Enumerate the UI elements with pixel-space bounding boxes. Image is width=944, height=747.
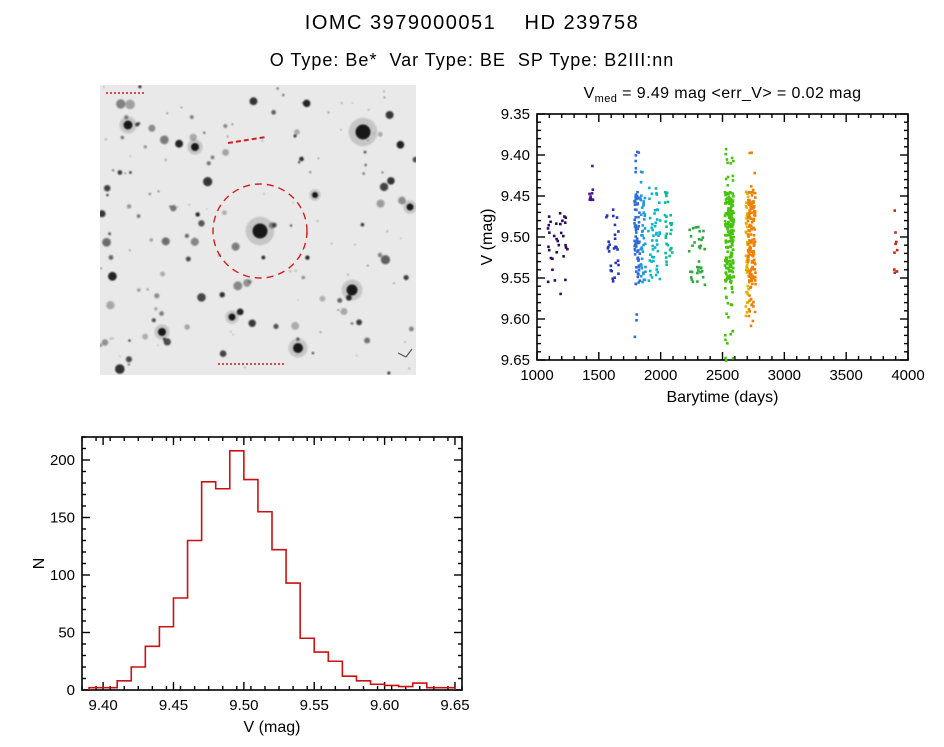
x-tick-label: 1000 [520, 367, 553, 384]
y-tick-label: 9.65 [501, 352, 530, 369]
plot-frame [81, 436, 463, 691]
y-tick-label: 9.55 [501, 270, 530, 287]
x-axis-label: Barytime (days) [666, 389, 778, 406]
artifact-streak-marker [227, 136, 267, 144]
x-tick-label: 3000 [768, 367, 801, 384]
figure-subtitle: O Type: Be* Var Type: BE SP Type: B2III:… [269, 50, 675, 70]
x-tick-label: 2000 [644, 367, 677, 384]
lightcurve-title-subscript: med [594, 93, 618, 106]
star-field-stars [100, 85, 416, 375]
x-tick-label: 9.65 [440, 697, 469, 714]
lightcurve-title-symbol: V [583, 85, 595, 102]
lightcurve-points [546, 147, 899, 362]
x-tick-label: 2500 [706, 367, 739, 384]
y-tick-label: 0 [67, 682, 75, 699]
x-tick-label: 4000 [891, 367, 924, 384]
y-tick-label: 200 [50, 452, 75, 469]
y-tick-label: 50 [58, 625, 75, 642]
y-tick-label: 9.40 [501, 147, 530, 164]
y-tick-label: 9.45 [501, 188, 530, 205]
histogram-outline [88, 450, 456, 690]
y-tick-label: 150 [50, 510, 75, 527]
lightcurve-plot: 1000 1500 2000 2500 3000 3500 4000 9.35 9.40 9.45… [480, 106, 925, 406]
y-axis-label: N [31, 558, 48, 570]
histogram-panel: 9.40 9.45 9.50 9.55 9.60 9.65 0 50 100 150 200 V (m… [28, 428, 480, 743]
star-field-image [100, 85, 416, 375]
y-tick-label: 100 [50, 567, 75, 584]
compass-mark [397, 348, 413, 358]
lightcurve-title: Vmed = 9.49 mag <err_V> = 0.02 mag [520, 85, 925, 105]
histogram-plot: 9.40 9.45 9.50 9.55 9.60 9.65 0 50 100 150 200 V (m… [31, 436, 470, 736]
y-tick-label: 9.60 [501, 311, 530, 328]
finder-annotations [106, 92, 308, 365]
y-tick-label: 9.50 [501, 229, 530, 246]
plot-frame [536, 113, 909, 361]
y-axis-label: V (mag) [480, 209, 496, 266]
x-tick-label: 9.55 [300, 697, 329, 714]
target-marker-circle [212, 183, 308, 279]
x-tick-label: 9.40 [89, 697, 118, 714]
lightcurve-title-values: = 9.49 mag <err_V> = 0.02 mag [617, 85, 862, 102]
lightcurve-panel: Vmed = 9.49 mag <err_V> = 0.02 mag 1000 1… [480, 85, 942, 415]
x-tick-label: 9.50 [229, 697, 258, 714]
y-tick-label: 9.35 [501, 106, 530, 123]
finder-chart-panel [100, 85, 416, 375]
x-tick-label: 9.45 [159, 697, 188, 714]
x-tick-label: 9.60 [370, 697, 399, 714]
x-tick-label: 1500 [582, 367, 615, 384]
x-tick-label: 3500 [829, 367, 862, 384]
figure-title: IOMC 3979000051 HD 239758 [304, 12, 640, 34]
x-axis-label: V (mag) [244, 719, 301, 736]
